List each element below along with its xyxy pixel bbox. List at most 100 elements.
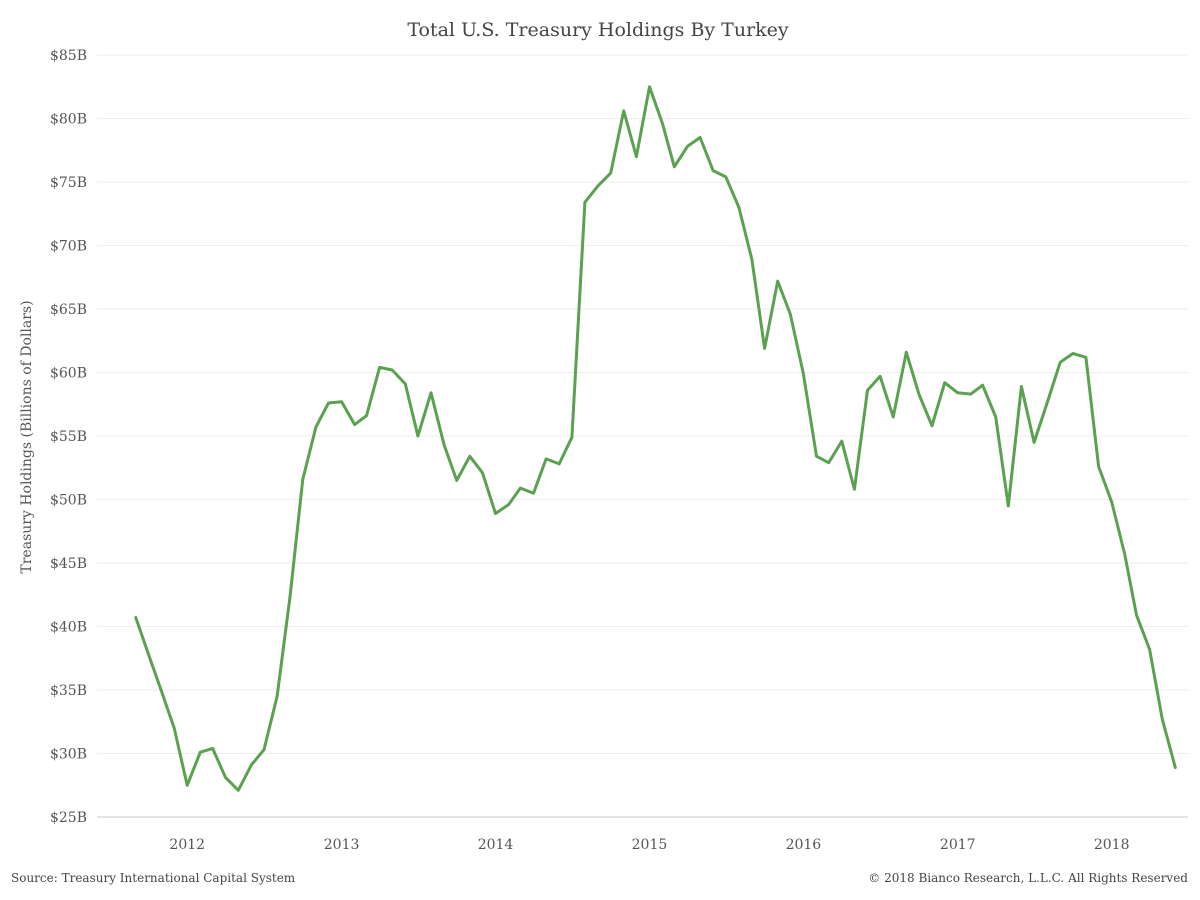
data-point-0-40 xyxy=(648,85,651,89)
y-tick-label-7: $60B xyxy=(50,366,87,382)
data-point-0-39 xyxy=(635,155,638,158)
data-point-0-66 xyxy=(981,384,984,387)
data-point-0-63 xyxy=(943,381,946,384)
y-tick-label-10: $75B xyxy=(50,175,87,191)
data-point-0-80 xyxy=(1161,718,1164,721)
data-point-0-8 xyxy=(237,789,240,792)
data-point-0-36 xyxy=(596,184,600,187)
data-point-0-20 xyxy=(391,368,394,372)
data-point-0-17 xyxy=(353,423,356,426)
data-point-0-26 xyxy=(468,455,471,458)
data-point-0-12 xyxy=(288,594,292,598)
data-point-0-37 xyxy=(609,171,612,175)
y-tick-label-3: $40B xyxy=(50,620,87,636)
data-point-0-65 xyxy=(969,392,972,396)
data-point-0-0 xyxy=(134,616,137,619)
series-line-0 xyxy=(134,85,1177,792)
data-point-0-50 xyxy=(776,279,779,283)
data-point-0-71 xyxy=(1045,401,1049,405)
y-tick-label-6: $55B xyxy=(50,429,87,445)
series-group xyxy=(134,85,1177,792)
data-point-0-19 xyxy=(378,366,381,369)
data-point-0-24 xyxy=(442,443,446,447)
data-point-0-23 xyxy=(429,391,433,394)
data-point-0-34 xyxy=(570,436,574,439)
data-point-0-68 xyxy=(1007,504,1010,508)
y-tick-label-8: $65B xyxy=(50,302,87,318)
data-point-0-28 xyxy=(494,512,497,515)
data-point-0-25 xyxy=(455,479,458,482)
data-point-0-4 xyxy=(186,784,189,787)
y-tick-label-0: $25B xyxy=(50,810,87,826)
data-point-0-48 xyxy=(750,258,754,261)
data-point-0-7 xyxy=(224,776,227,779)
data-point-0-29 xyxy=(507,503,510,506)
data-point-0-33 xyxy=(558,462,561,466)
x-tick-label-4: 2016 xyxy=(786,837,822,853)
data-point-0-51 xyxy=(789,312,792,316)
data-point-0-64 xyxy=(956,391,959,394)
data-point-0-42 xyxy=(673,165,676,168)
data-point-0-74 xyxy=(1084,356,1088,359)
data-point-0-49 xyxy=(763,347,766,350)
data-point-0-44 xyxy=(698,136,702,139)
data-point-0-45 xyxy=(711,169,715,172)
data-point-0-2 xyxy=(160,690,163,693)
data-point-0-13 xyxy=(301,478,304,481)
data-point-0-35 xyxy=(583,201,587,204)
data-point-0-38 xyxy=(622,109,625,113)
data-point-0-59 xyxy=(892,415,895,419)
y-tick-label-2: $35B xyxy=(50,683,87,699)
data-point-0-61 xyxy=(917,392,921,396)
data-point-0-47 xyxy=(737,206,741,209)
x-tick-label-0: 2012 xyxy=(169,837,205,853)
chart-title: Total U.S. Treasury Holdings By Turkey xyxy=(407,19,789,41)
data-point-0-54 xyxy=(827,461,830,464)
data-point-0-55 xyxy=(840,439,843,443)
data-point-0-78 xyxy=(1135,613,1138,617)
data-point-0-14 xyxy=(314,425,318,429)
copyright-note: © 2018 Bianco Research, L.L.C. All Right… xyxy=(868,871,1188,885)
data-point-0-22 xyxy=(416,434,420,438)
data-point-0-46 xyxy=(724,175,727,179)
data-point-0-70 xyxy=(1032,441,1036,444)
x-tick-label-1: 2013 xyxy=(324,837,360,853)
y-tick-label-5: $50B xyxy=(50,493,87,509)
data-point-0-16 xyxy=(340,400,343,403)
data-point-0-67 xyxy=(994,415,997,419)
data-point-0-69 xyxy=(1020,385,1023,388)
y-tick-label-9: $70B xyxy=(50,239,87,255)
data-point-0-73 xyxy=(1071,352,1075,355)
data-point-0-3 xyxy=(173,726,176,730)
data-point-0-21 xyxy=(404,382,407,386)
x-axis-ticks: 2012 2013 2014 2015 2016 2017 2018 xyxy=(169,837,1129,853)
data-point-0-6 xyxy=(211,747,214,750)
data-point-0-41 xyxy=(661,122,664,125)
data-point-0-15 xyxy=(327,401,330,405)
x-tick-label-5: 2017 xyxy=(940,837,976,853)
data-point-0-11 xyxy=(275,695,279,698)
y-tick-label-11: $80B xyxy=(50,112,87,128)
source-note: Source: Treasury International Capital S… xyxy=(11,871,296,885)
y-axis-label: Treasury Holdings (Billions of Dollars) xyxy=(19,300,35,573)
data-point-0-81 xyxy=(1174,766,1177,769)
data-point-0-1 xyxy=(147,653,150,656)
data-point-0-32 xyxy=(544,457,548,461)
x-tick-label-6: 2018 xyxy=(1094,837,1130,853)
data-point-0-18 xyxy=(365,414,368,417)
data-point-0-72 xyxy=(1059,361,1062,364)
data-point-0-79 xyxy=(1148,648,1151,651)
data-point-0-10 xyxy=(262,748,266,751)
data-point-0-76 xyxy=(1110,500,1113,504)
y-tick-label-4: $45B xyxy=(50,556,87,572)
data-point-0-52 xyxy=(802,372,805,375)
data-point-0-30 xyxy=(519,486,522,490)
data-point-0-58 xyxy=(878,375,882,378)
y-axis-ticks: $25B $30B $35B $40B $45B $50B $55B $60B $65B $70B… xyxy=(50,48,87,826)
data-point-0-57 xyxy=(866,389,869,392)
data-point-0-75 xyxy=(1097,465,1100,468)
data-point-0-53 xyxy=(815,455,818,458)
x-tick-label-3: 2015 xyxy=(632,837,668,853)
data-point-0-9 xyxy=(250,763,253,767)
